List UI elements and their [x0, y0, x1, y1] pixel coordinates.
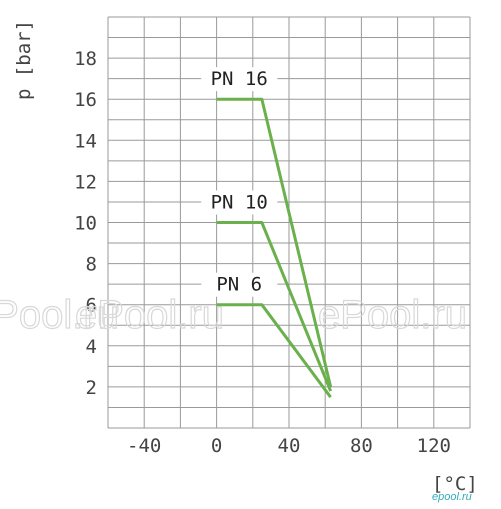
x-tick-label: 40	[278, 435, 301, 457]
series-label: PN 10	[211, 192, 268, 214]
y-tick-label: 10	[74, 213, 97, 235]
series-label: PN 6	[216, 274, 262, 296]
watermark-left: ePool.ru	[0, 293, 119, 337]
y-tick-label: 18	[74, 48, 97, 70]
watermark-right: ePool.ru	[318, 293, 467, 337]
series-lines	[216, 97, 333, 399]
grid	[107, 16, 471, 429]
series-labels: PN 16 PN 10 PN 6	[201, 67, 278, 297]
series-label-bg	[201, 272, 278, 297]
series-line	[216, 97, 333, 388]
y-tick-label: 6	[86, 295, 97, 317]
y-tick-label: 2	[86, 377, 97, 399]
y-tick-label: 14	[74, 130, 97, 152]
watermark-center: ePool.ru	[75, 293, 224, 337]
x-tick-label: 0	[211, 435, 222, 457]
series-label-bg	[201, 190, 278, 215]
y-tick-label: 16	[74, 89, 97, 111]
x-tick-label: -40	[127, 435, 161, 457]
series-line	[216, 221, 333, 392]
series-label-bg	[201, 67, 278, 92]
series-label: PN 16	[211, 68, 268, 90]
y-tick-label: 8	[86, 254, 97, 276]
y-tick-label: 4	[86, 336, 97, 358]
x-tick-label: 120	[417, 435, 451, 457]
y-axis-label: p [bar]	[13, 20, 35, 100]
x-axis-ticks: -40 0 40 80 120	[127, 435, 451, 457]
series-line	[216, 303, 332, 399]
y-tick-label: 12	[74, 171, 97, 193]
x-tick-label: 80	[350, 435, 373, 457]
site-logo: epool.ru	[432, 491, 472, 503]
y-axis-ticks: 2 4 6 8 10 12 14 16 18	[74, 48, 97, 399]
x-axis-label: [°C]	[432, 473, 478, 495]
